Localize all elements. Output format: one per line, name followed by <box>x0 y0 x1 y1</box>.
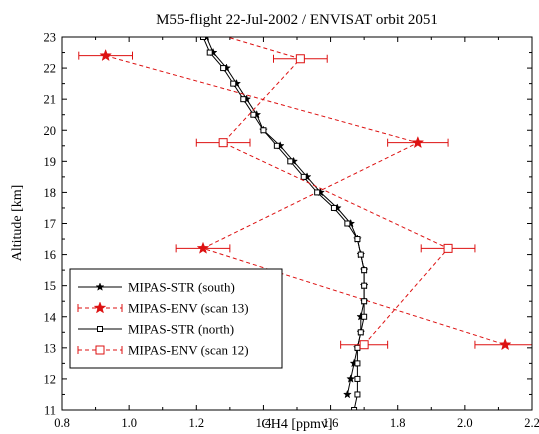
data-point <box>354 375 361 382</box>
x-tick-label: 1.2 <box>188 416 204 430</box>
data-point <box>346 374 356 383</box>
legend-marker <box>97 326 103 332</box>
data-point <box>443 243 453 253</box>
data-point <box>287 158 294 165</box>
data-point <box>361 282 368 289</box>
y-tick-label: 18 <box>44 186 57 200</box>
data-point <box>273 142 280 149</box>
x-tick-label: 1.4 <box>256 416 272 430</box>
data-point <box>357 251 364 258</box>
y-tick-label: 20 <box>44 124 57 138</box>
legend-label: MIPAS-STR (south) <box>128 280 235 295</box>
y-tick-label: 23 <box>44 31 57 45</box>
x-axis-label: CH4 [ppmv] <box>261 417 332 432</box>
legend-box <box>69 268 283 369</box>
data-point <box>344 220 351 227</box>
data-point <box>250 111 257 118</box>
data-point <box>354 391 361 398</box>
legend: MIPAS-STR (south) MIPAS-ENV (scan 13) MIPA… <box>69 268 283 369</box>
data-point <box>354 360 361 367</box>
data-point <box>351 407 358 410</box>
legend-marker <box>95 282 105 291</box>
series <box>78 48 532 351</box>
data-point <box>330 204 337 211</box>
chart-title: M55-flight 22-Jul-2002 / ENVISAT orbit 2… <box>156 12 438 28</box>
y-tick-label: 15 <box>44 279 57 293</box>
y-tick-label: 11 <box>44 404 56 418</box>
x-tick-label: 1.0 <box>121 416 137 430</box>
data-point <box>411 135 425 149</box>
data-point <box>240 96 247 103</box>
series-line <box>105 55 506 346</box>
data-point <box>361 313 368 320</box>
x-tick-label: 1.8 <box>390 416 406 430</box>
y-tick-label: 14 <box>44 310 57 324</box>
data-point <box>357 329 364 336</box>
data-point <box>361 267 368 274</box>
legend-label: MIPAS-ENV (scan 12) <box>128 343 249 358</box>
data-point <box>99 48 113 62</box>
legend-label: MIPAS-STR (north) <box>128 322 234 337</box>
y-tick-label: 16 <box>44 248 57 262</box>
data-point <box>361 298 368 305</box>
data-point <box>498 338 512 351</box>
data-point <box>314 189 321 196</box>
series-group <box>78 37 532 410</box>
data-point <box>295 54 305 64</box>
data-point <box>220 65 227 72</box>
data-point <box>218 138 228 148</box>
y-tick-label: 22 <box>44 62 57 76</box>
y-axis-label: Altitude [km] <box>10 185 25 262</box>
plot-frame <box>61 36 533 411</box>
y-tick-label: 12 <box>44 372 57 386</box>
y-tick-label: 17 <box>44 217 57 231</box>
data-point <box>359 340 369 350</box>
data-point <box>200 37 206 40</box>
data-point <box>196 241 210 254</box>
tick-group: 0.8 1.0 1.2 1.4 1.6 1.8 2.0 2.2 11 12 13 14 15 16 17 18… <box>44 31 539 431</box>
x-tick-label: 2.0 <box>457 416 473 430</box>
series <box>200 37 368 410</box>
data-point <box>300 173 307 180</box>
data-point <box>206 49 213 56</box>
y-tick-label: 13 <box>44 341 57 355</box>
y-tick-label: 21 <box>44 93 57 107</box>
data-point <box>354 236 361 243</box>
x-tick-label: 1.6 <box>323 416 339 430</box>
legend-label: MIPAS-ENV (scan 13) <box>128 301 249 316</box>
series-line <box>222 37 449 346</box>
data-point <box>230 80 237 87</box>
x-tick-label: 2.2 <box>524 416 539 430</box>
series <box>195 37 476 350</box>
y-tick-label: 19 <box>44 155 57 169</box>
data-point <box>260 127 267 134</box>
legend-marker <box>95 345 105 355</box>
x-tick-label: 0.8 <box>54 416 70 430</box>
legend-marker <box>93 301 107 314</box>
data-point <box>342 389 352 399</box>
data-point <box>354 344 361 351</box>
